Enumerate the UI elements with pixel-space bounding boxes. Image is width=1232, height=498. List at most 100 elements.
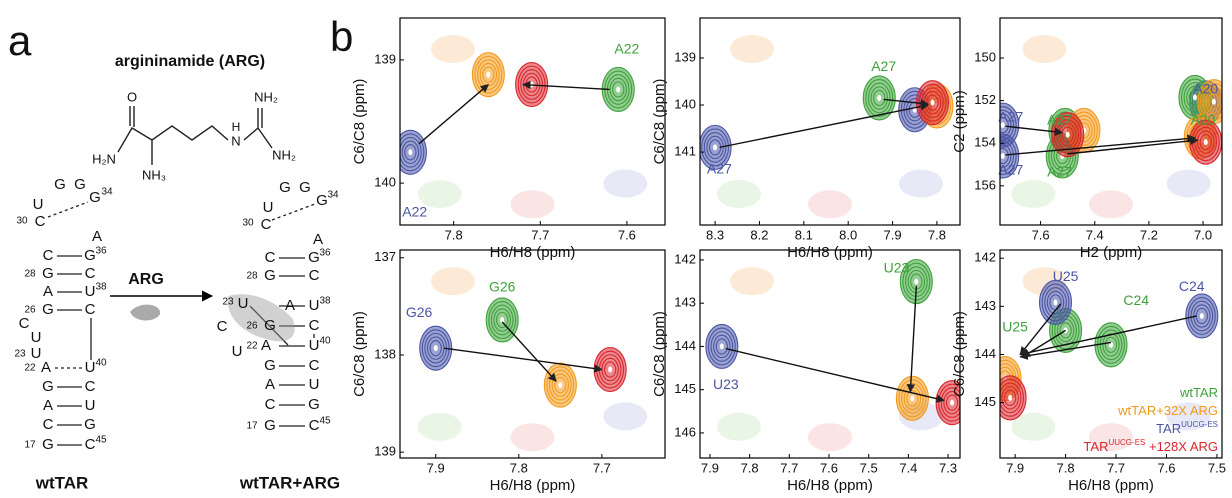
shift-arrow	[1019, 341, 1112, 360]
x-axis-title: H6/H8 (ppm)	[490, 244, 576, 261]
residue-number: 45	[95, 435, 107, 446]
x-tick-label: 7.8	[510, 460, 528, 475]
residue-number: 40	[95, 358, 107, 369]
residue-number: 38	[319, 296, 331, 307]
y-axis-title: C2 (ppm)	[951, 90, 968, 153]
contour	[426, 336, 445, 360]
y-tick-label: 137	[374, 249, 396, 264]
nucleotide: G	[42, 378, 54, 395]
legend-name: wtTAR	[1179, 385, 1218, 400]
nucleotide: A	[265, 376, 275, 393]
peak-label: U23	[713, 376, 739, 392]
x-tick-label: 7.5	[1208, 460, 1226, 475]
x-tick-label: 7.8	[741, 460, 759, 475]
x-axis-title: H6/H8 (ppm)	[1068, 477, 1154, 494]
atom-label: H₂N	[92, 151, 116, 166]
contour	[870, 86, 888, 110]
x-tick-label: 8.3	[706, 227, 724, 242]
nucleotide: A	[285, 297, 295, 314]
background-peak	[417, 412, 462, 441]
nucleotide: G	[42, 265, 54, 282]
shift-arrow	[725, 347, 945, 403]
contour	[520, 69, 543, 100]
peak-label: A20	[1193, 81, 1218, 97]
contour	[554, 376, 567, 394]
legend-superscript: UUCG-ES	[1181, 420, 1218, 429]
peak-center	[608, 366, 613, 373]
x-tick-label: 7.9	[701, 460, 719, 475]
peak-center	[1203, 139, 1208, 146]
x-tick-label: 7.6	[1032, 227, 1050, 242]
peak-label: A27	[1047, 164, 1072, 180]
shift-arrow	[1019, 315, 1197, 357]
peak	[471, 52, 505, 98]
legend-entry: TARUUCG-ES	[1156, 420, 1218, 436]
legend-name: TAR	[1083, 439, 1108, 454]
contour	[490, 304, 514, 336]
atom-label: O	[127, 89, 137, 104]
peak-label: A20	[1191, 112, 1216, 128]
background-peak	[730, 35, 774, 64]
nucleotide: U	[263, 199, 274, 216]
contour	[548, 369, 572, 401]
x-tick-label: 7.7	[780, 460, 798, 475]
contour	[1000, 378, 1025, 417]
y-tick-label: 143	[974, 298, 996, 313]
contour	[546, 366, 575, 405]
nucleotide: G	[54, 176, 66, 193]
shift-arrow	[1005, 134, 1196, 156]
peak-center	[1109, 341, 1113, 348]
contour	[404, 144, 417, 161]
contour	[400, 129, 427, 175]
y-tick-label: 150	[974, 49, 996, 64]
nucleotide: U	[85, 359, 96, 376]
peak-label: C24	[1123, 292, 1149, 308]
legend-entry: TARUUCG-ES +128X ARG	[1083, 438, 1218, 454]
residue-number: 34	[101, 187, 113, 198]
contour	[1207, 93, 1221, 110]
nucleotide: G	[308, 249, 320, 266]
peak-center	[408, 149, 413, 156]
contour	[865, 79, 894, 117]
background-peak	[431, 267, 475, 296]
contour	[482, 66, 495, 83]
contour	[474, 55, 503, 94]
background-peak	[1011, 412, 1056, 441]
spectrum	[1000, 35, 1222, 219]
contour	[1046, 290, 1065, 315]
shift-arrow	[418, 83, 489, 145]
nucleotide: C	[35, 213, 46, 230]
nucleotide: G	[279, 179, 291, 196]
peak-label: A27	[998, 108, 1023, 124]
peak-center	[558, 382, 563, 389]
peak-label: U25	[1002, 319, 1028, 335]
nucleotide: U	[85, 283, 96, 300]
peak-center	[910, 395, 915, 402]
y-tick-label: 154	[974, 135, 996, 150]
background-peak	[1022, 35, 1067, 64]
contour	[1104, 336, 1118, 354]
peak	[1000, 375, 1027, 421]
structure-name: wtTAR+ARG	[239, 473, 340, 492]
y-axis-title: C6/C8 (ppm)	[651, 79, 668, 165]
contour	[401, 140, 420, 165]
contour	[1000, 137, 1017, 175]
background-peak	[899, 169, 943, 198]
peak-center	[486, 71, 491, 78]
nucleotide: U	[232, 343, 243, 360]
contour	[609, 77, 627, 102]
background-peak	[1089, 190, 1133, 219]
x-axis-title: H6/H8 (ppm)	[787, 477, 873, 494]
peak-center	[1065, 131, 1070, 138]
legend-name: wtTAR+32X ARG	[1117, 403, 1218, 418]
peak	[1197, 79, 1222, 125]
y-tick-label: 140	[374, 175, 396, 190]
x-axis-title: H6/H8 (ppm)	[490, 477, 576, 494]
peak	[1038, 279, 1073, 326]
molecule-bonds	[117, 106, 273, 165]
contour	[400, 133, 425, 172]
ligand-shape	[130, 304, 161, 321]
peak-center	[616, 86, 621, 93]
contour	[713, 334, 731, 359]
atom-label: NH₂	[272, 147, 296, 162]
